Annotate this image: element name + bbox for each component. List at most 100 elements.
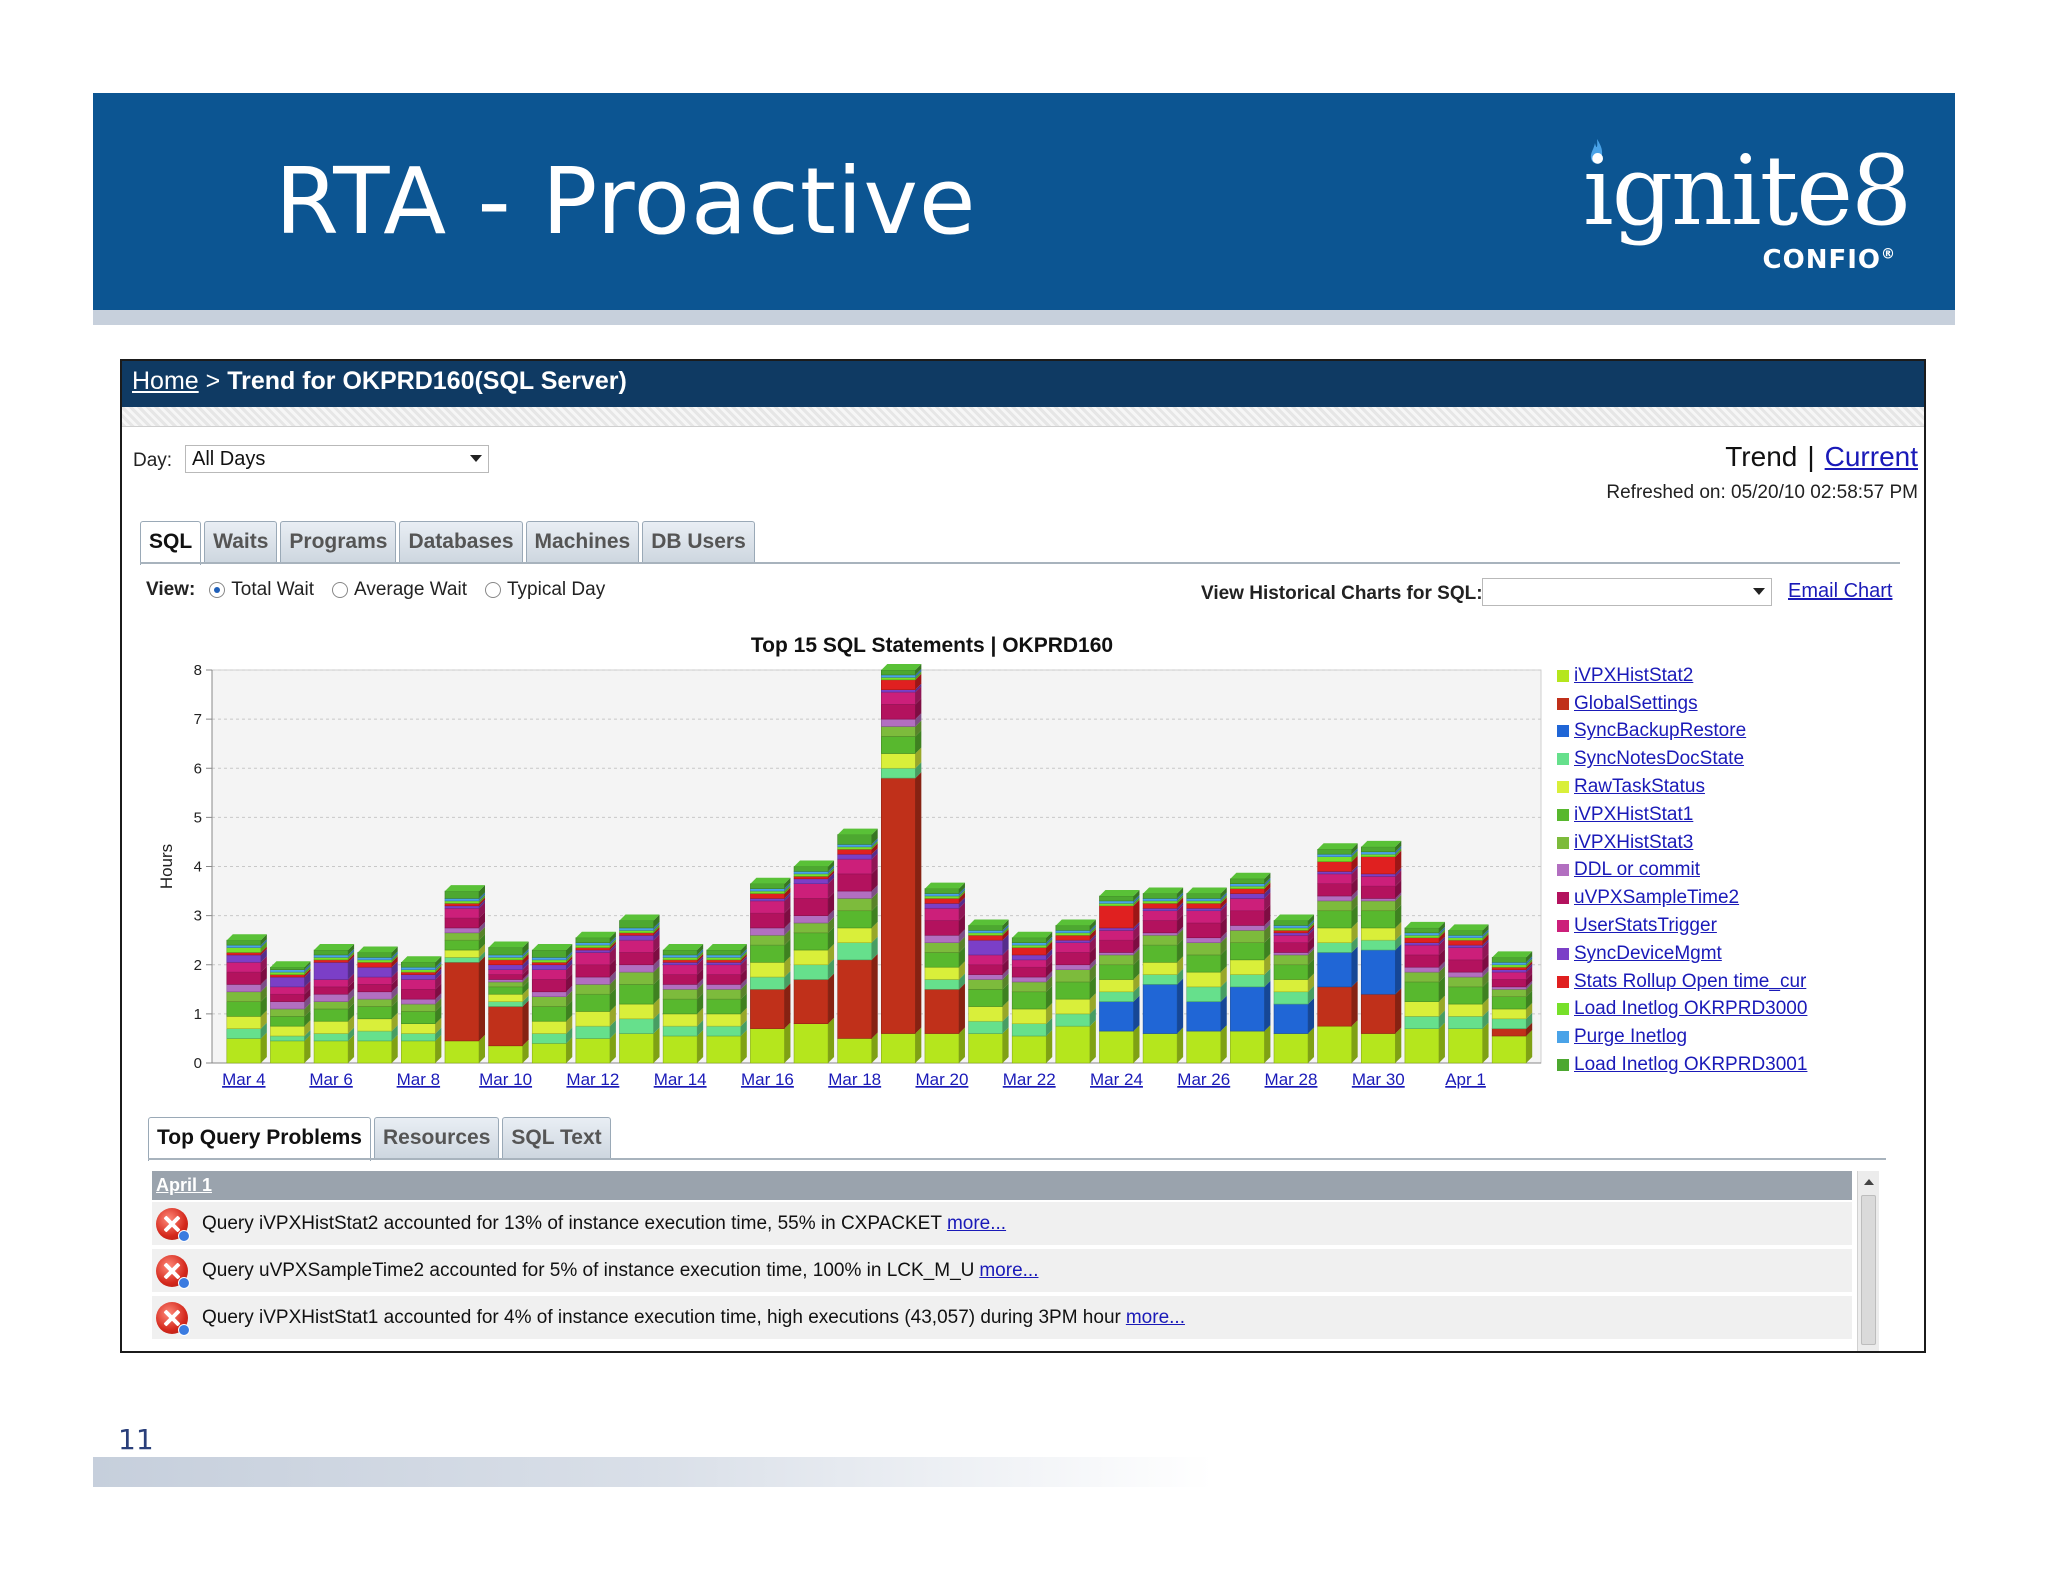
legend-item[interactable]: SyncNotesDocState (1557, 745, 1807, 773)
bar-segment (1317, 927, 1352, 943)
legend-link[interactable]: Purge Inetlog (1574, 1026, 1688, 1048)
tab-sql[interactable]: SQL (140, 521, 202, 565)
bar-segment (924, 888, 960, 894)
bar-segment-side (1046, 953, 1053, 968)
bar-segment (444, 905, 480, 909)
view-option-label: Total Wait (231, 579, 314, 600)
problems-date-link[interactable]: April 1 (156, 1175, 213, 1195)
bar-segment (444, 939, 480, 951)
bar-segment-side (653, 921, 660, 931)
bar-segment (1186, 893, 1222, 899)
legend-link[interactable]: iVPXHistStat2 (1574, 664, 1694, 686)
tab-databases[interactable]: Databases (399, 521, 523, 563)
legend-link[interactable]: iVPXHistStat1 (1574, 803, 1694, 825)
tab-waits[interactable]: Waits (204, 521, 278, 563)
bar-segment (313, 954, 349, 958)
bar-segment-side (1002, 1027, 1009, 1063)
legend-link[interactable]: GlobalSettings (1574, 692, 1698, 714)
bar-segment (1491, 989, 1527, 997)
scroll-thumb[interactable] (1861, 1195, 1876, 1345)
bar-segment (1055, 1013, 1091, 1027)
bar-segment (1230, 878, 1265, 884)
more-link[interactable]: more... (979, 1259, 1039, 1281)
legend-link[interactable]: RawTaskStatus (1574, 776, 1705, 798)
bar-segment-side (304, 1020, 311, 1036)
legend-link[interactable]: iVPXHistStat3 (1574, 831, 1694, 853)
bar-segment (488, 981, 523, 988)
legend-link[interactable]: SyncBackupRestore (1574, 720, 1747, 742)
bar-segment (531, 957, 567, 961)
bar-segment (1491, 971, 1527, 980)
more-link[interactable]: more... (1125, 1306, 1185, 1328)
legend-item[interactable]: iVPXHistStat3 (1557, 829, 1807, 857)
tab-resources[interactable]: Resources (374, 1117, 500, 1159)
bar-segment (444, 957, 480, 963)
legend-item[interactable]: RawTaskStatus (1557, 773, 1807, 801)
view-option-label: Typical Day (507, 579, 606, 600)
legend-item[interactable]: GlobalSettings (1557, 690, 1807, 718)
bar-segment-side (348, 953, 355, 963)
bar-segment-side (522, 951, 529, 960)
scroll-up-icon[interactable] (1864, 1179, 1874, 1185)
legend-item[interactable]: Load Inetlog OKRPRD3000 (1557, 996, 1807, 1024)
tab-programs[interactable]: Programs (280, 521, 397, 563)
bar-segment (1317, 873, 1352, 884)
legend-link[interactable]: SyncNotesDocState (1574, 748, 1745, 770)
bar-segment (1360, 949, 1396, 995)
bar-top (357, 946, 398, 953)
legend-item[interactable]: SyncDeviceMgmt (1557, 940, 1807, 968)
legend-item[interactable]: DDL or commit (1557, 857, 1807, 885)
current-link[interactable]: Current (1824, 441, 1918, 472)
logo-wordmark: ignite8 (1583, 135, 1912, 247)
email-chart-link[interactable]: Email Chart (1788, 580, 1893, 602)
legend-item[interactable]: uVPXSampleTime2 (1557, 884, 1807, 912)
more-link[interactable]: more... (946, 1212, 1007, 1234)
legend-link[interactable]: DDL or commit (1574, 859, 1700, 881)
tab-sql-text[interactable]: SQL Text (502, 1117, 611, 1159)
legend-link[interactable]: SyncDeviceMgmt (1574, 942, 1722, 964)
bar-segment-side (1351, 904, 1358, 928)
legend-item[interactable]: SyncBackupRestore (1557, 718, 1807, 746)
bar-segment (226, 1038, 262, 1064)
legend-item[interactable]: UserStatsTrigger (1557, 912, 1807, 940)
legend-link[interactable]: uVPXSampleTime2 (1574, 887, 1740, 909)
radio-button-selected[interactable] (209, 582, 226, 598)
bar-segment (401, 966, 436, 970)
bar-segment-side (435, 956, 442, 968)
tab-db-users[interactable]: DB Users (642, 521, 755, 563)
legend-item[interactable]: iVPXHistStat2 (1557, 662, 1807, 690)
x-tick-label: Mar 4 (222, 1070, 265, 1089)
home-link[interactable]: Home (132, 367, 199, 395)
bar-segment-side (1177, 904, 1184, 921)
radio-button[interactable] (485, 582, 501, 598)
bar-segment-side (1089, 926, 1096, 936)
tab-machines[interactable]: Machines (525, 521, 640, 563)
bar-segment (1055, 952, 1091, 966)
legend-item[interactable]: Load Inetlog OKRPRD3001 (1557, 1051, 1807, 1079)
legend-link[interactable]: Load Inetlog OKRPRD3001 (1574, 1054, 1808, 1076)
legend-item[interactable]: iVPXHistStat1 (1557, 801, 1807, 829)
bar-segment-side (1177, 939, 1184, 963)
tab-top-query-problems[interactable]: Top Query Problems (148, 1117, 371, 1161)
legend-link[interactable]: Stats Rollup Open time_cur (1574, 970, 1807, 992)
view-option-average-wait[interactable]: Average Wait (332, 579, 467, 601)
bar-segment (924, 979, 960, 990)
bar-segment (357, 984, 393, 993)
view-option-total-wait[interactable]: Total Wait (209, 579, 314, 601)
legend-item[interactable]: Purge Inetlog (1557, 1023, 1807, 1051)
view-option-typical-day[interactable]: Typical Day (485, 579, 605, 601)
bar-segment (444, 890, 480, 899)
bar-segment-side (697, 944, 704, 955)
legend-item[interactable]: Stats Rollup Open time_cur (1557, 968, 1807, 996)
bar-segment-side (1351, 889, 1358, 901)
legend-link[interactable]: Load Inetlog OKRPRD3000 (1574, 998, 1808, 1020)
legend-link[interactable]: UserStatsTrigger (1574, 915, 1717, 937)
day-select[interactable]: All Days (185, 445, 489, 473)
bar-segment-side (1002, 919, 1009, 931)
bar-segment (793, 964, 829, 980)
historical-sql-select[interactable] (1482, 578, 1772, 606)
problems-scrollbar[interactable] (1857, 1171, 1879, 1351)
bar-segment-side (653, 1027, 660, 1063)
radio-button[interactable] (332, 582, 348, 598)
bar-segment-side (1046, 1002, 1053, 1024)
